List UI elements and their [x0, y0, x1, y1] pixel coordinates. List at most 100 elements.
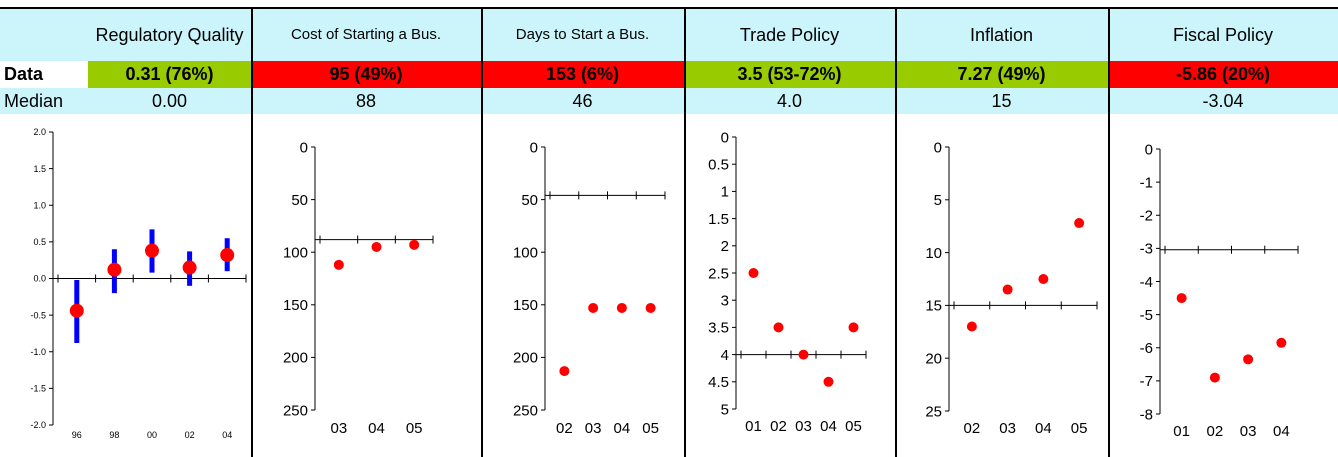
- y-tick-label: -2.0: [30, 420, 46, 430]
- median-cost-starting-business: 88: [251, 88, 481, 114]
- data-fiscal-policy: -5.86 (20%): [1108, 61, 1338, 88]
- y-tick-label: -1: [1140, 174, 1153, 191]
- x-tick-label: 05: [642, 420, 659, 437]
- y-tick-label: 5: [721, 401, 729, 418]
- x-tick-label: 04: [368, 420, 385, 437]
- data-point: [1243, 354, 1254, 365]
- data-point: [107, 262, 122, 277]
- x-tick-label: 04: [614, 420, 631, 437]
- x-tick-label: 03: [795, 418, 812, 435]
- y-tick-label: 100: [513, 244, 538, 261]
- y-tick-label: 0: [721, 129, 729, 146]
- data-point: [69, 303, 84, 318]
- y-tick-label: -6: [1140, 340, 1153, 357]
- y-tick-label: 200: [283, 350, 308, 367]
- x-tick-label: 04: [1035, 420, 1052, 437]
- header-trade-policy: Trade Policy: [684, 8, 895, 61]
- x-tick-label: 02: [556, 420, 573, 437]
- y-tick-label: -7: [1140, 373, 1153, 390]
- data-point: [588, 302, 599, 313]
- data-point: [848, 322, 859, 333]
- chart-fiscal-policy: 0 -1 -2 -3 -4 -5 -6 -7 -8 01 02 03 04: [1140, 141, 1299, 440]
- data-point: [966, 321, 977, 332]
- y-tick-label: 15: [925, 298, 942, 315]
- data-point: [371, 241, 382, 252]
- data-point: [1002, 284, 1013, 295]
- x-tick-label: 02: [185, 430, 195, 440]
- data-regulatory-quality: 0.31 (76%): [88, 61, 251, 88]
- y-tick-label: -5: [1140, 307, 1153, 324]
- x-tick-label: 03: [999, 420, 1016, 437]
- data-inflation: 7.27 (49%): [895, 61, 1108, 88]
- x-tick-label: 03: [1240, 423, 1257, 440]
- data-point: [1074, 218, 1085, 229]
- y-tick-label: -3: [1140, 241, 1153, 258]
- x-tick-label: 05: [1071, 420, 1088, 437]
- median-row-label: Median: [0, 88, 88, 114]
- y-tick-label: 0.5: [708, 156, 729, 173]
- data-point: [798, 349, 809, 360]
- chart-regulatory-quality: 2.0 1.5 1.0 0.5 0.0 -0.5 -1.0 -1.5 -2.0 96 98 00 02 0…: [30, 127, 247, 440]
- y-tick-label: 20: [925, 350, 942, 367]
- y-tick-label: -1.5: [30, 384, 46, 394]
- y-tick-label: 250: [283, 402, 308, 419]
- data-point: [823, 376, 834, 387]
- y-tick-label: 1.0: [33, 200, 46, 210]
- column-divider: [1108, 8, 1110, 457]
- y-tick-label: 4.5: [708, 374, 729, 391]
- y-tick-label: 150: [283, 297, 308, 314]
- y-tick-label: 1.5: [708, 211, 729, 228]
- data-point: [748, 268, 759, 278]
- x-tick-label: 01: [745, 418, 762, 435]
- y-tick-label: 250: [513, 402, 538, 419]
- header-row: Regulatory Quality Cost of Starting a Bu…: [0, 8, 1338, 61]
- y-tick-label: 3: [721, 292, 729, 309]
- x-tick-label: 04: [820, 418, 837, 435]
- data-point: [1176, 293, 1187, 304]
- data-days-start-business: 153 (6%): [481, 61, 684, 88]
- data-row: Data 0.31 (76%) 95 (49%) 153 (6%) 3.5 (5…: [0, 61, 1338, 88]
- x-tick-label: 03: [585, 420, 602, 437]
- median-inflation: 15: [895, 88, 1108, 114]
- data-point: [773, 322, 784, 333]
- y-tick-label: 0.5: [33, 237, 46, 247]
- header-cost-starting-business: Cost of Starting a Bus.: [251, 8, 481, 61]
- y-tick-label: 1: [721, 184, 729, 201]
- x-tick-label: 98: [109, 430, 119, 440]
- x-tick-label: 04: [222, 430, 232, 440]
- y-tick-label: 0: [1145, 141, 1153, 158]
- column-divider: [684, 8, 686, 457]
- y-tick-label: 0: [530, 139, 538, 156]
- chart-trade-policy: 0 0.5 1 1.5 2 2.5 3 3.5 4 4.5 5 01 02 03 04 05: [708, 129, 867, 435]
- column-divider: [895, 8, 897, 457]
- y-tick-label: 50: [521, 192, 538, 209]
- y-tick-label: -8: [1140, 406, 1153, 423]
- data-point: [645, 302, 656, 313]
- y-tick-label: 200: [513, 350, 538, 367]
- x-tick-label: 02: [1207, 423, 1224, 440]
- y-tick-label: 0: [934, 139, 942, 156]
- header-corner: [0, 8, 88, 61]
- x-tick-label: 00: [147, 430, 157, 440]
- chart-days-start-business: 0 50 100 150 200 250 02 03 04 05: [513, 139, 666, 437]
- data-point: [409, 239, 420, 250]
- y-tick-label: 2: [721, 238, 729, 255]
- column-divider: [251, 8, 253, 457]
- median-regulatory-quality: 0.00: [88, 88, 251, 114]
- x-tick-label: 01: [1173, 423, 1190, 440]
- x-tick-label: 02: [964, 420, 981, 437]
- median-trade-policy: 4.0: [684, 88, 895, 114]
- column-divider: [481, 8, 483, 457]
- x-tick-label: 04: [1273, 423, 1290, 440]
- y-tick-label: 0.0: [33, 274, 46, 284]
- y-tick-label: 100: [283, 244, 308, 261]
- data-point: [1276, 337, 1287, 348]
- x-tick-label: 96: [72, 430, 82, 440]
- header-regulatory-quality: Regulatory Quality: [88, 8, 251, 61]
- y-tick-label: 150: [513, 297, 538, 314]
- data-cost-starting-business: 95 (49%): [251, 61, 481, 88]
- y-tick-label: 1.5: [33, 164, 46, 174]
- y-tick-label: 50: [291, 192, 308, 209]
